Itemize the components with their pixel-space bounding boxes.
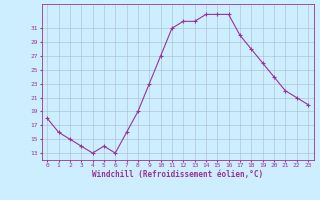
X-axis label: Windchill (Refroidissement éolien,°C): Windchill (Refroidissement éolien,°C) <box>92 170 263 179</box>
